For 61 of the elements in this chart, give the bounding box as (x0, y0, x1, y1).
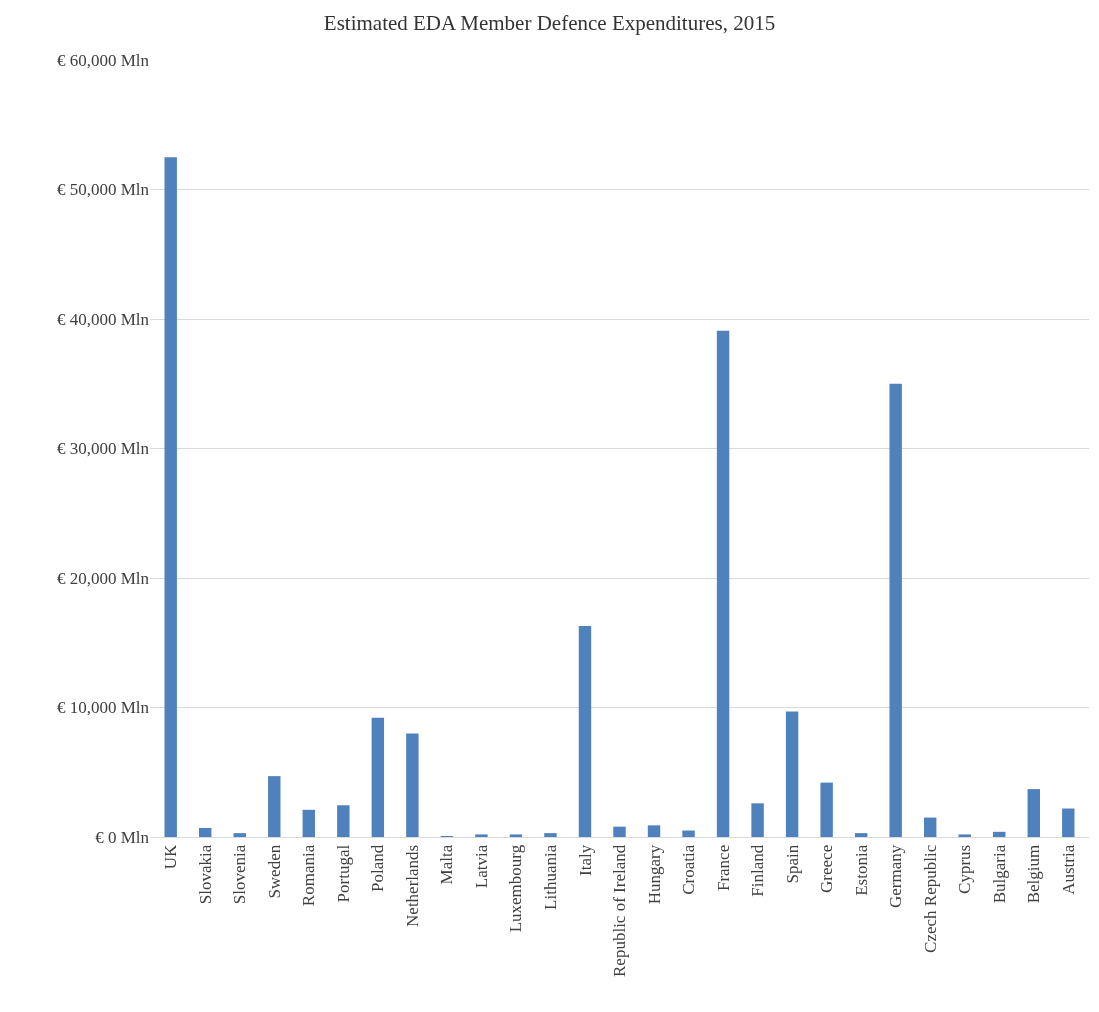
x-tick-label: France (713, 844, 733, 892)
x-tick-label: Czech Republic (920, 844, 940, 953)
bar (337, 805, 350, 837)
x-tick-label: Italy (575, 844, 595, 876)
bar (716, 330, 730, 837)
x-tick-label: Croatia (679, 844, 699, 895)
y-tick-label: € 20,000 Mln (56, 568, 150, 588)
x-tick-label: Greece (817, 844, 837, 893)
bar (475, 834, 488, 837)
bar (993, 831, 1006, 837)
x-tick-label: Slovenia (230, 844, 250, 905)
bar (889, 383, 902, 837)
bar (544, 833, 557, 837)
x-tick-label: Luxembourg (506, 844, 526, 933)
bar (268, 776, 281, 837)
x-tick-label: Poland (368, 844, 388, 893)
y-tick-label: € 60,000 Mln (56, 50, 150, 70)
x-tick-label: Finland (748, 844, 768, 897)
x-tick-label: Belgium (1024, 844, 1044, 904)
x-tick-label: Spain (782, 844, 802, 884)
y-tick-label: € 50,000 Mln (56, 180, 150, 200)
bar (682, 830, 695, 837)
x-tick-label: Portugal (333, 844, 353, 903)
bar (751, 803, 764, 837)
bar (509, 834, 523, 837)
x-tick-label: Austria (1058, 844, 1078, 895)
x-tick-label: Sweden (264, 844, 284, 899)
bar (164, 157, 177, 837)
y-tick-label: € 30,000 Mln (56, 439, 150, 459)
bar (406, 733, 419, 837)
y-tick-label: € 40,000 Mln (56, 309, 150, 329)
bar (1062, 808, 1075, 837)
x-tick-label: Hungary (644, 844, 664, 905)
x-tick-label: UK (161, 844, 181, 870)
x-tick-label: Germany (886, 844, 906, 909)
x-tick-label: Cyprus (955, 844, 975, 894)
y-tick-label: € 10,000 Mln (56, 698, 150, 718)
y-tick-label: € 0 Mln (95, 827, 150, 847)
x-tick-label: Netherlands (402, 844, 422, 927)
x-tick-label: Lithuania (540, 844, 560, 910)
x-tick-label: Romania (299, 844, 319, 907)
bar (233, 833, 246, 837)
chart-title: Estimated EDA Member Defence Expenditures, 2015 (323, 10, 776, 35)
bar (1027, 789, 1040, 837)
x-tick-label: Bulgaria (989, 844, 1009, 904)
bar (647, 825, 661, 837)
x-tick-label: Latvia (471, 844, 491, 889)
bar (199, 827, 212, 837)
bar (854, 833, 868, 837)
bar (958, 834, 971, 837)
bar (578, 625, 592, 837)
x-tick-label: Malta (437, 844, 457, 885)
bar (785, 711, 799, 837)
x-tick-label: Republic of Ireland (610, 844, 630, 977)
bar (371, 717, 385, 837)
x-tick-label: Slovakia (195, 844, 215, 905)
bar (820, 782, 833, 837)
x-tick-label: Estonia (851, 844, 871, 896)
bar (302, 809, 316, 837)
bar (923, 817, 937, 837)
bar (613, 826, 626, 837)
